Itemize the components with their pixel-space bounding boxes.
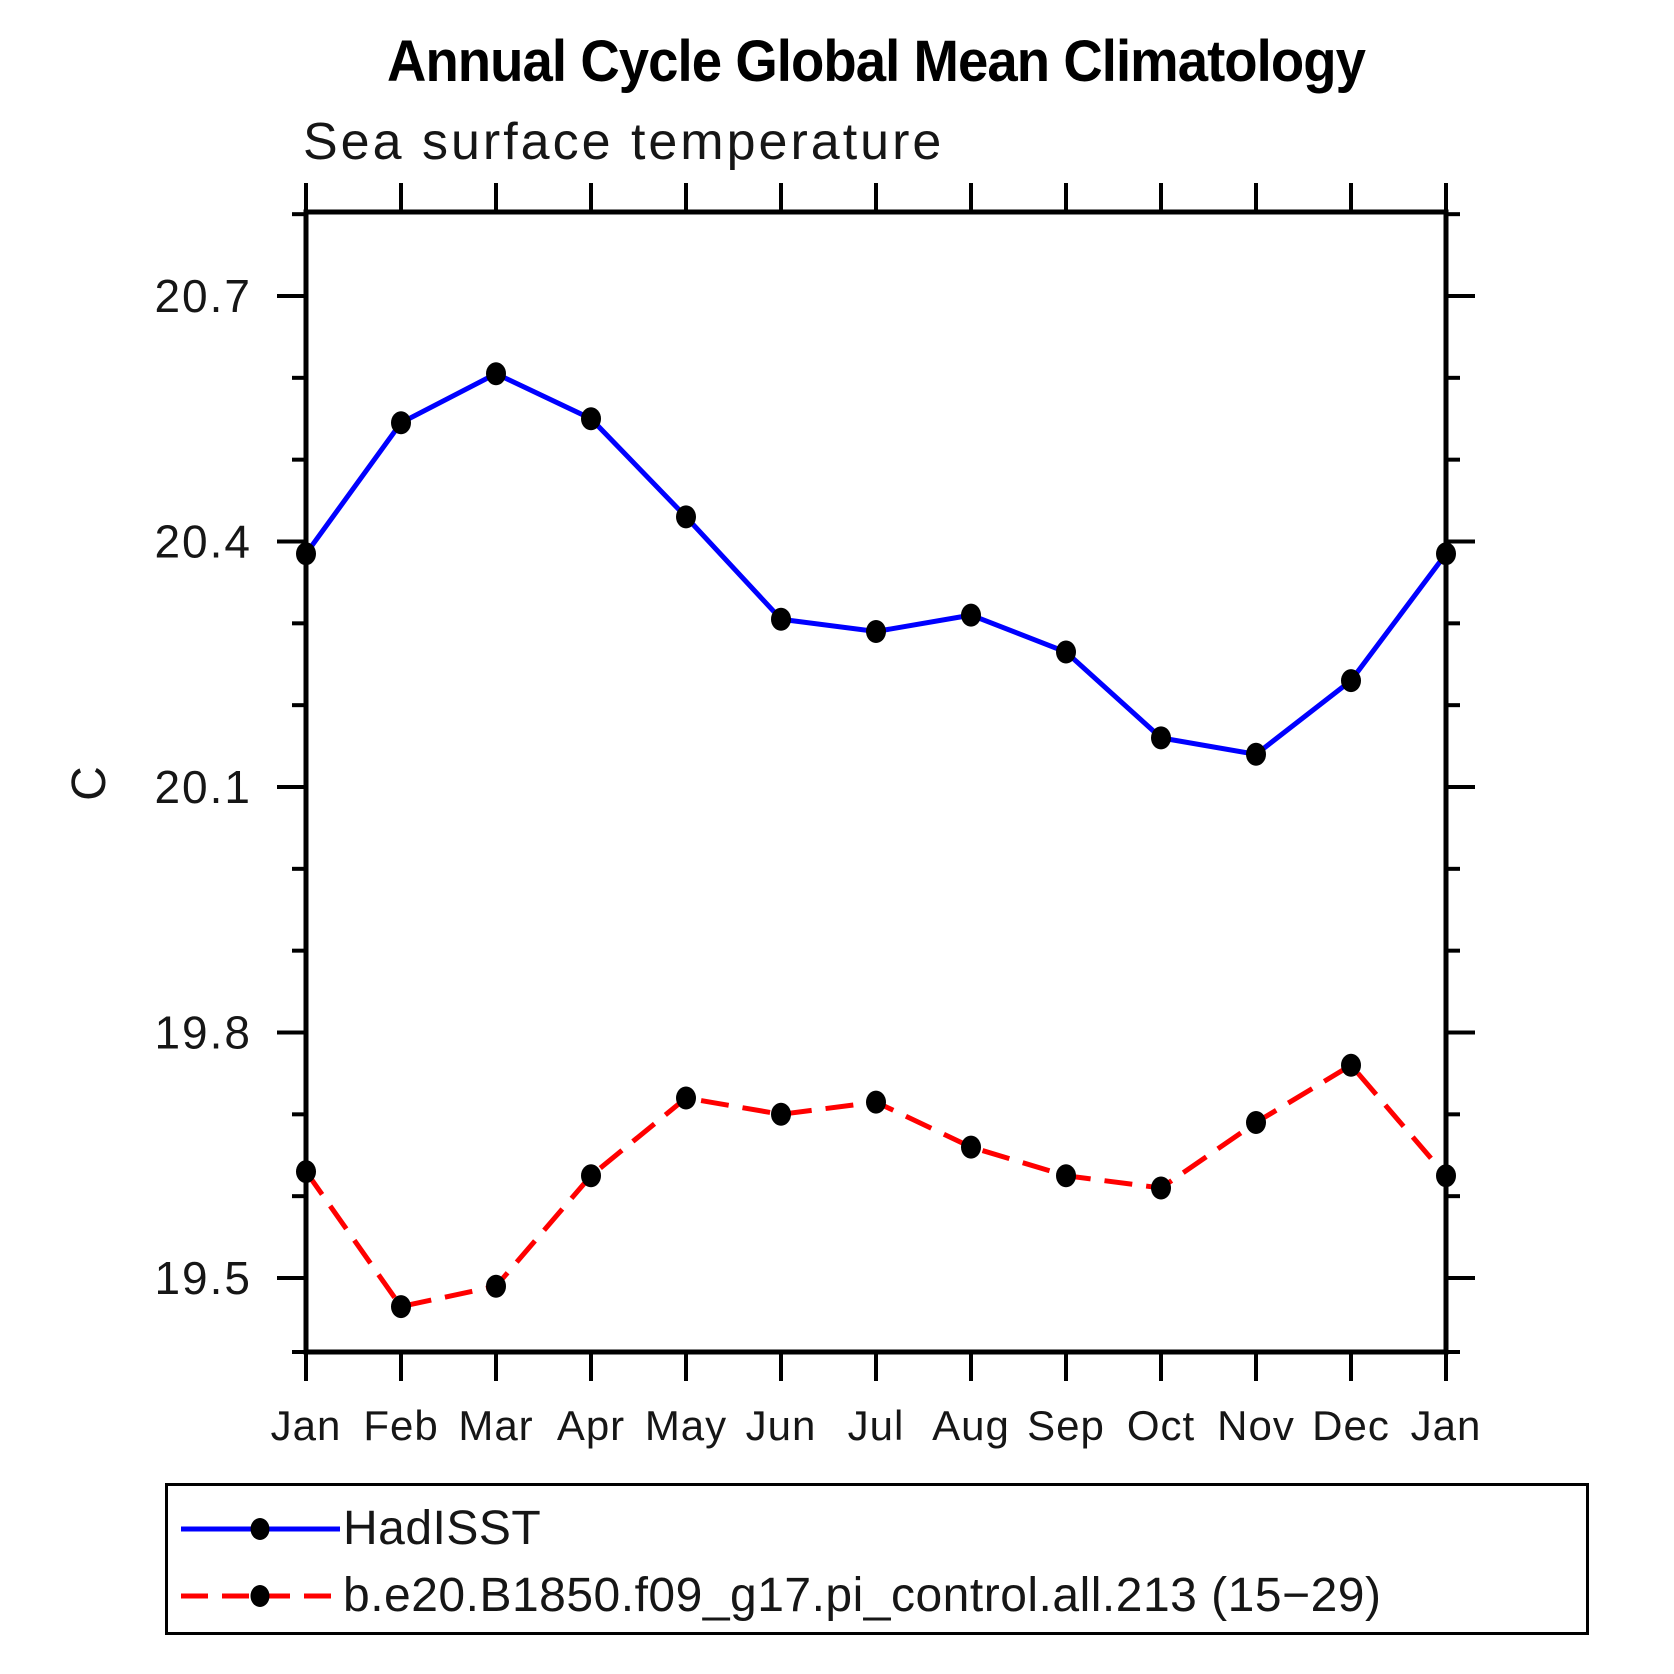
data-point [1056,640,1076,664]
x-tick-label: Jun [746,1402,817,1449]
legend-line-sample-solid [181,1518,340,1540]
y-tick-label: 20.7 [154,270,252,322]
data-point [1436,1164,1456,1188]
legend-label-hadisst: HadISST [343,1502,542,1555]
series-line-hadisst [303,370,1449,757]
y-tick-label: 20.1 [154,761,252,813]
data-point [1246,1111,1266,1134]
data-point [771,1102,791,1126]
x-tick-label: Sep [1027,1402,1105,1449]
x-tick-label: Jan [1411,1402,1482,1449]
data-point [961,1135,981,1159]
legend-line-sample-dashed [181,1585,340,1607]
data-point [1341,1053,1361,1077]
data-point [1246,742,1266,766]
data-point [961,603,981,627]
data-point [581,407,601,431]
x-tick-label: Jan [271,1402,342,1449]
data-point [1436,542,1456,566]
data-point [1151,1176,1171,1200]
legend-box: HadISST b.e20.B1850.f09_g17.pi_control.a… [165,1483,1589,1635]
data-point [1341,669,1361,693]
x-tick-label: Nov [1217,1402,1295,1449]
x-axis: Jan Feb Mar Apr May Jun Jul Aug Sep Oct Nov Dec Jan [271,183,1482,1449]
legend-label-model: b.e20.B1850.f09_g17.pi_control.all.213 (… [343,1569,1382,1622]
data-point [676,1086,696,1110]
plot-frame [303,209,1449,1355]
legend-entry-model: b.e20.B1850.f09_g17.pi_control.all.213 (… [174,1569,1382,1622]
chart-subtitle: Sea surface temperature [303,113,945,171]
data-point [391,1295,411,1319]
data-point [1056,1164,1076,1188]
data-point [486,1274,506,1298]
data-point [486,362,506,386]
chart-title: Annual Cycle Global Mean Climatology [387,29,1366,94]
data-point [296,542,316,566]
x-tick-label: Feb [363,1402,438,1449]
data-point [866,620,886,643]
x-tick-label: Oct [1127,1402,1195,1449]
x-tick-label: May [645,1402,727,1449]
data-point [296,1160,316,1184]
legend-entry-hadisst: HadISST [174,1502,542,1555]
y-axis: 20.7 20.4 20.1 19.8 19.5 [154,212,1475,1354]
data-point [866,1090,886,1114]
data-point [1151,726,1171,750]
data-point [391,411,411,435]
x-tick-label: Apr [557,1402,625,1449]
data-point [676,505,696,529]
x-tick-label: Aug [932,1402,1010,1449]
x-tick-label: Dec [1312,1402,1390,1449]
y-tick-label: 20.4 [154,515,252,567]
y-tick-label: 19.8 [154,1006,252,1058]
data-point [581,1164,601,1188]
y-tick-label: 19.5 [154,1252,252,1304]
x-tick-label: Mar [458,1402,533,1449]
data-point [771,607,791,631]
x-tick-label: Jul [848,1402,905,1449]
